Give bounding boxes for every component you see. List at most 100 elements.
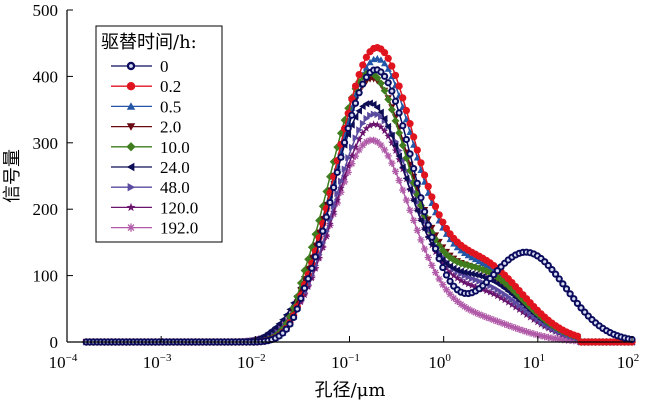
data-point xyxy=(322,232,331,240)
data-point xyxy=(348,152,356,160)
data-point xyxy=(500,278,509,287)
data-point xyxy=(355,146,363,154)
legend-item: 10.0 xyxy=(111,138,190,157)
data-point xyxy=(464,280,472,288)
x-tick-label: 10−2 xyxy=(237,352,266,372)
x-tick-exponent: 2 xyxy=(634,352,640,364)
data-point xyxy=(402,154,411,163)
data-point xyxy=(384,65,392,72)
data-point xyxy=(348,143,356,151)
data-point xyxy=(435,211,443,219)
data-point xyxy=(344,161,352,170)
data-point xyxy=(384,95,393,104)
data-point xyxy=(380,115,388,123)
data-point xyxy=(468,281,476,289)
data-point xyxy=(380,126,389,135)
data-point xyxy=(304,283,312,291)
data-point xyxy=(388,159,396,167)
data-point xyxy=(391,116,400,125)
data-point xyxy=(355,89,363,97)
legend-marker xyxy=(126,61,136,71)
x-tick-exponent: −2 xyxy=(254,352,266,364)
x-tick-base: 10 xyxy=(428,353,445,372)
data-point xyxy=(304,275,312,283)
x-tick-base: 10 xyxy=(617,353,634,372)
data-point xyxy=(486,288,494,296)
data-point xyxy=(493,292,502,300)
legend-item: 192.0 xyxy=(111,219,198,238)
data-point xyxy=(359,102,366,110)
data-point xyxy=(490,284,498,292)
data-point xyxy=(439,263,447,272)
legend-label: 2.0 xyxy=(160,118,181,137)
data-point xyxy=(319,227,327,235)
data-point xyxy=(366,58,374,66)
data-point xyxy=(424,221,432,229)
data-point xyxy=(471,282,480,291)
data-point xyxy=(428,193,436,201)
data-point xyxy=(351,82,360,90)
legend-marker xyxy=(127,183,136,192)
data-point xyxy=(428,233,436,241)
data-point xyxy=(555,275,563,283)
x-ticks: 10−4 10−3 10−2 10−1 100 101 102 xyxy=(49,336,640,372)
data-point xyxy=(352,134,360,142)
legend-marker xyxy=(126,223,136,232)
data-point xyxy=(356,126,363,134)
y-tick-label: 200 xyxy=(33,200,59,219)
legend-box xyxy=(95,25,223,243)
data-point xyxy=(307,243,316,252)
data-point xyxy=(315,216,324,225)
data-point xyxy=(457,276,465,284)
legend-item: 120.0 xyxy=(111,198,198,217)
data-point xyxy=(384,79,392,87)
data-point xyxy=(311,264,320,272)
x-tick-exponent: −3 xyxy=(160,352,172,364)
data-point xyxy=(431,202,440,210)
x-tick-exponent: −1 xyxy=(348,352,360,364)
x-axis-title: 孔径/μm xyxy=(315,380,386,401)
data-point xyxy=(395,152,403,160)
legend-marker xyxy=(126,202,136,212)
x-tick-label: 100 xyxy=(428,352,451,372)
data-point xyxy=(388,131,395,140)
data-point xyxy=(424,182,432,191)
data-point xyxy=(442,271,451,279)
x-tick-base: 10 xyxy=(331,353,348,372)
data-point xyxy=(329,208,338,216)
data-point xyxy=(410,216,418,224)
data-point xyxy=(406,120,414,128)
data-point xyxy=(442,224,451,233)
data-point xyxy=(388,139,396,147)
data-point xyxy=(431,244,440,253)
data-point xyxy=(435,255,443,263)
data-point xyxy=(378,113,385,121)
data-point xyxy=(333,168,341,176)
x-tick-label: 10−4 xyxy=(49,352,78,372)
data-point xyxy=(442,259,450,268)
data-point xyxy=(384,54,392,62)
data-point xyxy=(486,263,494,271)
data-point xyxy=(522,310,531,319)
data-point xyxy=(264,329,272,337)
data-point xyxy=(421,208,429,216)
x-tick-label: 101 xyxy=(523,352,546,372)
data-point xyxy=(461,268,468,276)
legend-label: 10.0 xyxy=(160,138,190,157)
data-point xyxy=(523,307,531,315)
data-point xyxy=(355,107,362,115)
data-point xyxy=(333,196,341,204)
legend-marker xyxy=(126,162,135,172)
data-point xyxy=(338,177,345,185)
data-point xyxy=(363,114,370,123)
data-point xyxy=(384,122,392,131)
data-point xyxy=(518,295,527,304)
legend-label: 0.5 xyxy=(160,97,181,116)
x-tick-base: 10 xyxy=(523,353,540,372)
data-point xyxy=(475,257,483,265)
data-point xyxy=(541,333,549,341)
y-tick-label: 500 xyxy=(33,1,59,20)
data-point xyxy=(322,187,331,196)
data-point xyxy=(428,261,436,269)
data-point xyxy=(337,153,345,161)
